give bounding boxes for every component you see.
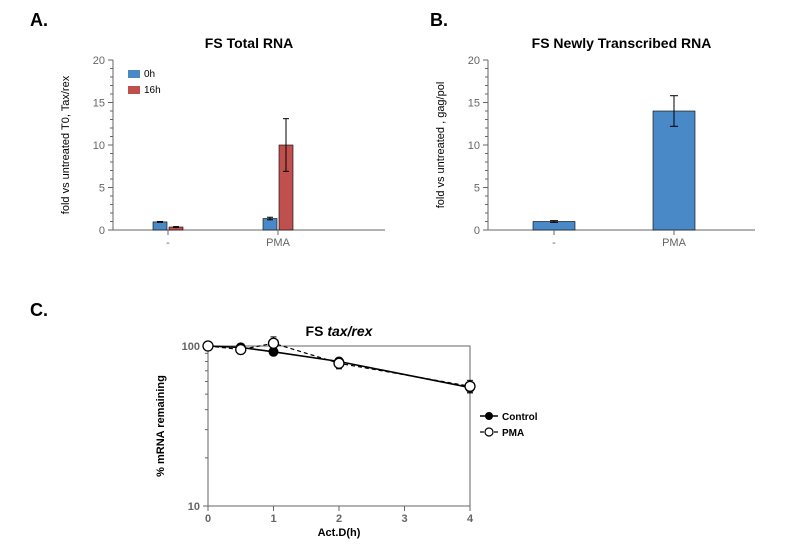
chart-a-bar (153, 222, 167, 230)
legend-swatch (128, 70, 140, 78)
legend-label: Control (502, 412, 538, 423)
chart-c-marker (269, 338, 279, 348)
panel-b-label: B. (430, 10, 448, 31)
chart-a-ytick: 15 (93, 98, 105, 110)
chart-b-ylabel: fold vs untreated , gag/pol (435, 82, 447, 209)
chart-c-title: FS tax/rex (306, 323, 374, 339)
chart-b-xlabel: PMA (662, 237, 687, 249)
chart-b-ytick: 5 (474, 183, 480, 195)
chart-a-xlabel: - (166, 237, 170, 249)
chart-c-xlabel: Act.D(h) (318, 527, 361, 539)
panel-a-label: A. (30, 10, 48, 31)
chart-c-ytick: 100 (182, 341, 200, 353)
chart-c-xtick: 2 (336, 513, 342, 525)
chart-b-xlabel: - (552, 237, 556, 249)
chart-b: FS Newly Transcribed RNA fold vs untreate… (430, 30, 770, 260)
chart-c-svg: FS tax/rex % mRNA remaining Act.D(h) 0 1 2 3 4 1… (150, 320, 560, 540)
chart-c-xtick: 0 (205, 513, 211, 525)
chart-c-xtick: 1 (270, 513, 276, 525)
chart-c-ylabel: % mRNA remaining (155, 375, 167, 477)
chart-a-xlabel: PMA (266, 237, 291, 249)
chart-c-xtick: 3 (401, 513, 407, 525)
chart-b-ytick: 10 (468, 140, 480, 152)
chart-a-ytick: 0 (99, 225, 105, 237)
chart-c-marker (334, 358, 344, 368)
chart-c-marker (465, 381, 475, 391)
chart-a-title: FS Total RNA (205, 35, 293, 51)
chart-c-xtick: 4 (467, 513, 474, 525)
legend-label: PMA (502, 428, 524, 439)
legend-label: 16h (144, 85, 161, 96)
chart-c-ytick: 10 (188, 501, 200, 513)
chart-b-ytick: 20 (468, 55, 480, 67)
chart-a-ytick: 10 (93, 140, 105, 152)
chart-b-title: FS Newly Transcribed RNA (532, 35, 712, 51)
legend-swatch (128, 86, 140, 94)
legend-marker (485, 428, 493, 436)
chart-a: FS Total RNA fold vs untreated T0, Tax/re… (55, 30, 395, 260)
chart-b-ytick: 15 (468, 98, 480, 110)
legend-marker (485, 412, 493, 420)
chart-b-bar (653, 111, 695, 230)
chart-a-ytick: 5 (99, 183, 105, 195)
chart-a-ytick: 20 (93, 55, 105, 67)
chart-a-ylabel: fold vs untreated T0, Tax/rex (60, 75, 72, 214)
legend-label: 0h (144, 69, 155, 80)
chart-c-marker (236, 345, 246, 355)
chart-c-marker (203, 341, 213, 351)
chart-b-svg: FS Newly Transcribed RNA fold vs untreate… (430, 30, 770, 260)
chart-c: FS tax/rex % mRNA remaining Act.D(h) 0 1 2 3 4 1… (150, 320, 560, 540)
panel-c-label: C. (30, 300, 48, 321)
chart-b-ytick: 0 (474, 225, 480, 237)
chart-a-svg: FS Total RNA fold vs untreated T0, Tax/re… (55, 30, 395, 260)
